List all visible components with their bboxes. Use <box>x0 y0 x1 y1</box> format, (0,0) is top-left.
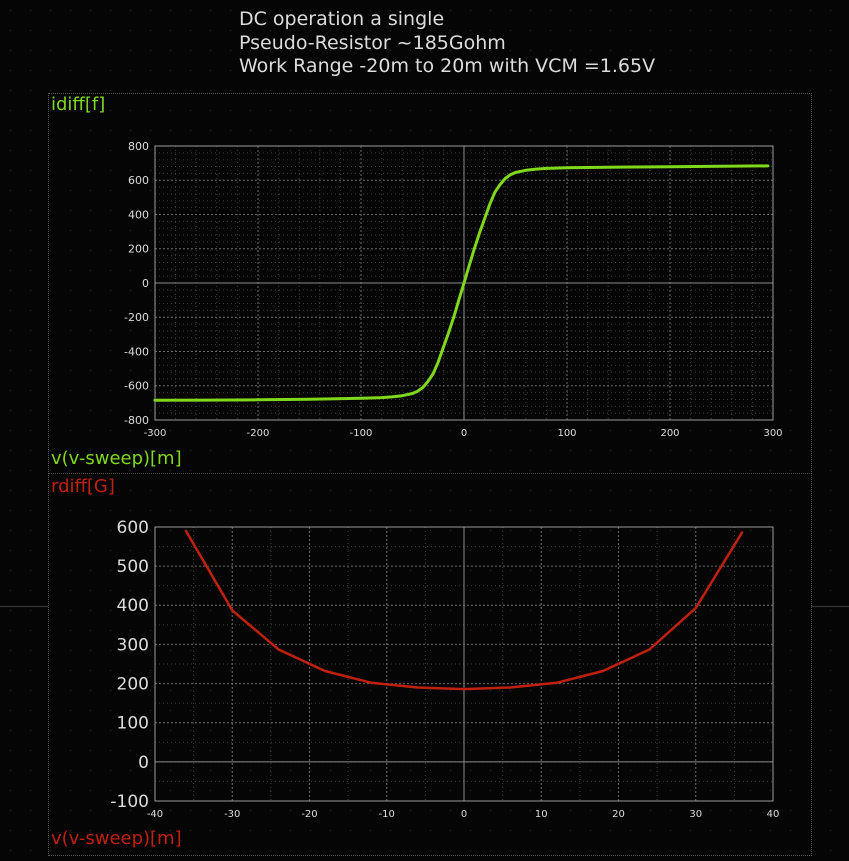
title-line-2: Pseudo-Resistor ~185Gohm <box>239 32 506 54</box>
x-tick-label: 0 <box>461 428 467 439</box>
plot-area-frame <box>154 526 774 802</box>
x-tick-label: 200 <box>660 428 679 439</box>
x-tick-label: 0 <box>461 809 467 820</box>
x-tick-label: -200 <box>247 428 270 439</box>
x-tick-label: -20 <box>301 809 317 820</box>
x-tick-label: 30 <box>689 809 702 820</box>
y-tick-label: -600 <box>124 380 149 393</box>
bottom-x-axis-label: v(v-sweep)[m] <box>51 828 182 849</box>
y-tick-label: 500 <box>117 557 149 577</box>
y-tick-label: -800 <box>124 414 149 427</box>
title-line-3: Work Range -20m to 20m with VCM =1.65V <box>239 55 656 77</box>
x-tick-label: 10 <box>535 809 548 820</box>
x-tick-label: 20 <box>612 809 625 820</box>
x-tick-label: -10 <box>379 809 395 820</box>
x-tick-label: 300 <box>763 428 782 439</box>
plot-area-frame <box>154 145 774 421</box>
y-tick-label: -400 <box>124 345 149 358</box>
y-tick-label: 0 <box>142 277 149 290</box>
x-tick-label: 100 <box>557 428 576 439</box>
y-tick-label: 200 <box>128 243 149 256</box>
y-tick-label: 0 <box>138 753 149 773</box>
series-line[interactable] <box>184 529 744 691</box>
x-tick-label: -40 <box>147 809 163 820</box>
y-tick-label: 100 <box>117 714 149 734</box>
y-tick-label: 200 <box>117 675 149 695</box>
x-tick-label: -300 <box>144 428 167 439</box>
x-tick-label: -30 <box>224 809 240 820</box>
bottom-plot-pane[interactable] <box>48 473 812 856</box>
y-tick-label: 800 <box>128 140 149 153</box>
y-tick-label: -200 <box>124 311 149 324</box>
top-trace-label[interactable]: idiff[f] <box>51 94 106 115</box>
y-tick-label: 400 <box>128 208 149 221</box>
y-tick-label: 400 <box>117 596 149 616</box>
y-tick-label: 600 <box>128 174 149 187</box>
y-tick-label: 300 <box>117 635 149 655</box>
y-tick-label: -100 <box>110 792 149 812</box>
x-tick-label: 40 <box>767 809 780 820</box>
title-line-1: DC operation a single <box>239 8 445 30</box>
series-line[interactable] <box>153 164 770 402</box>
y-tick-label: 600 <box>117 518 149 538</box>
bottom-trace-label[interactable]: rdiff[G] <box>51 476 115 497</box>
top-x-axis-label: v(v-sweep)[m] <box>51 448 182 469</box>
x-tick-label: -100 <box>350 428 373 439</box>
